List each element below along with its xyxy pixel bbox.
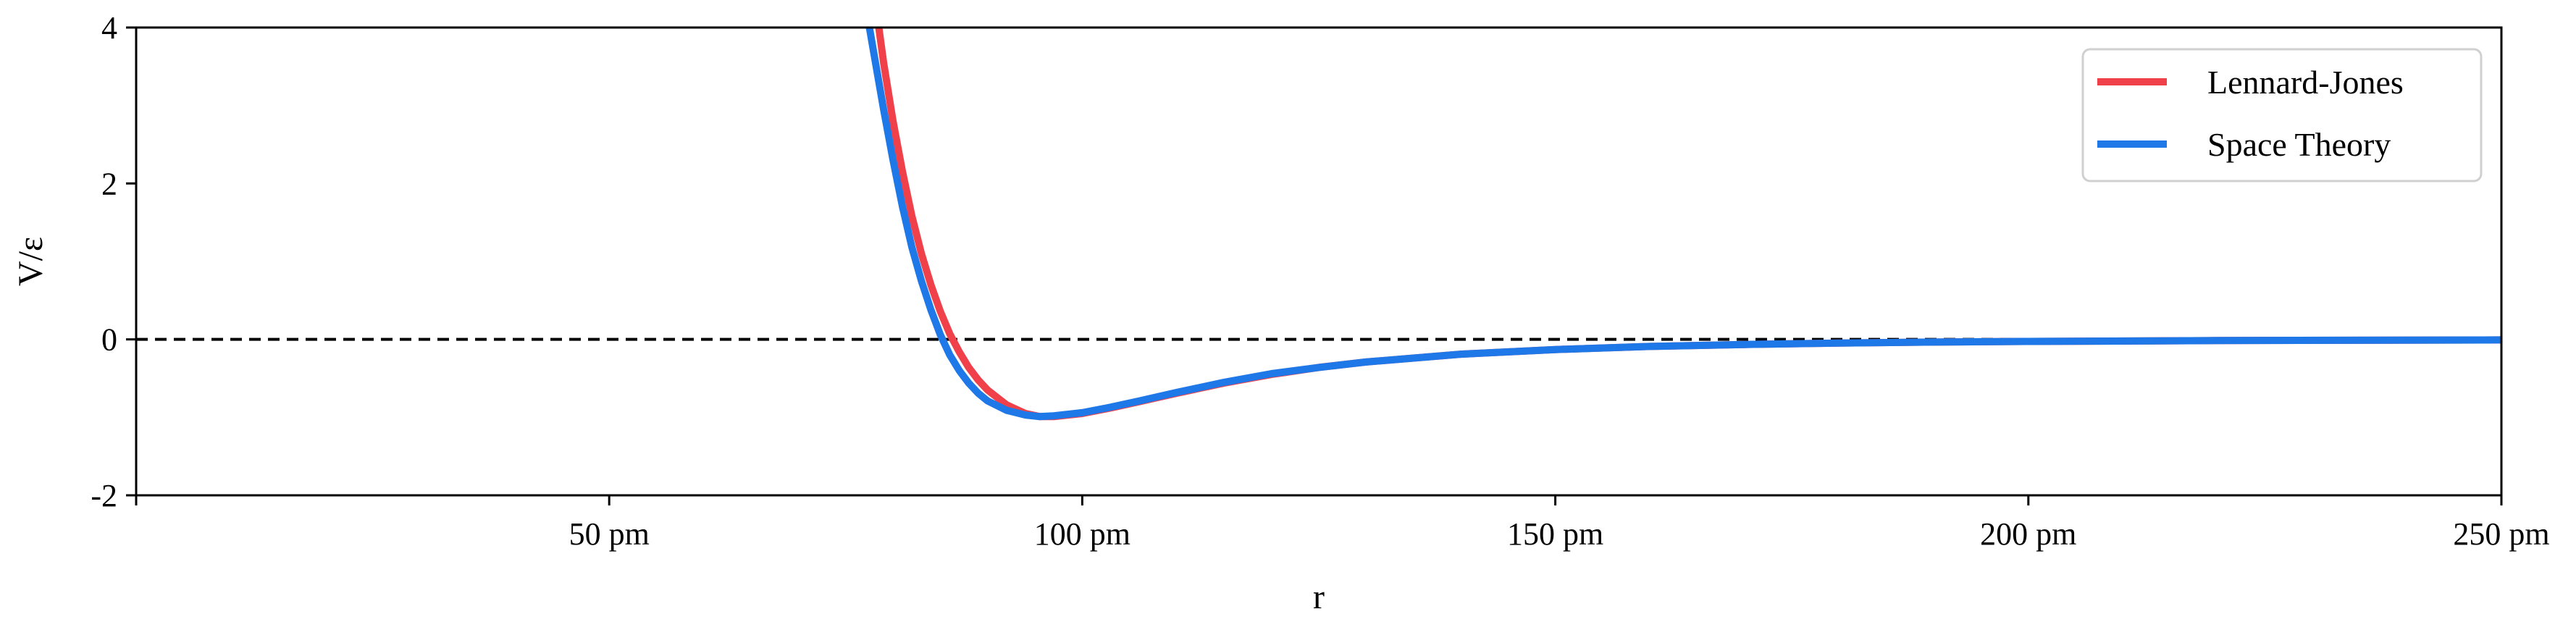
y-tick-label: 0 [101, 322, 117, 358]
x-tick-label: 250 pm [2453, 516, 2549, 552]
plot-frame [135, 26, 2503, 497]
y-tick-label: -2 [91, 478, 117, 513]
x-tick-label: 200 pm [1980, 516, 2076, 552]
legend-box [2081, 48, 2483, 182]
x-tick-label: 100 pm [1034, 516, 1130, 552]
x-tick-label: 150 pm [1507, 516, 1603, 552]
x-axis-label: r [1313, 578, 1325, 616]
legend-entry-label: Space Theory [2207, 126, 2391, 163]
legend-entry-label: Lennard-Jones [2207, 64, 2404, 101]
series-line-space-theory [865, 28, 2501, 421]
x-tick-label: 50 pm [569, 516, 650, 552]
y-tick-label: 2 [101, 166, 117, 201]
y-tick-label: 4 [101, 10, 117, 46]
y-axis-label: V/ε [12, 237, 50, 286]
legend: Lennard-Jones Space Theory [2081, 48, 2483, 182]
